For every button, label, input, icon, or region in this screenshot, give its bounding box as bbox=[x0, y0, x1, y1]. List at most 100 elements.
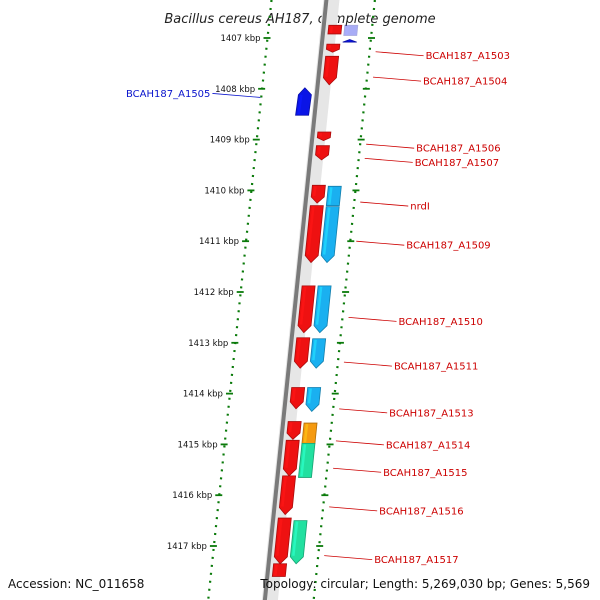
gene-highlight bbox=[319, 132, 323, 137]
gene-4 bbox=[323, 55, 340, 86]
gene-highlight bbox=[297, 94, 303, 115]
label-leader bbox=[343, 361, 392, 367]
gene-18 bbox=[286, 421, 302, 440]
label-leader bbox=[212, 93, 261, 98]
label-leader bbox=[356, 240, 405, 246]
gene-14 bbox=[293, 337, 311, 369]
gene-label: BCAH187_A1514 bbox=[386, 440, 470, 451]
accession-text: Accession: NC_011658 bbox=[8, 577, 145, 591]
gene-20 bbox=[282, 439, 300, 477]
gene-highlight bbox=[300, 444, 307, 477]
gene-9 bbox=[325, 185, 342, 207]
gene-highlight bbox=[274, 564, 278, 576]
gene-label: BCAH187_A1517 bbox=[374, 555, 458, 566]
gene-label: BCAH187_A1505 bbox=[126, 89, 210, 100]
gene-label: BCAH187_A1507 bbox=[415, 158, 499, 169]
tick-label: 1416 kbp bbox=[172, 491, 212, 501]
gene-15 bbox=[309, 338, 327, 369]
gene-label: BCAH187_A1509 bbox=[406, 241, 490, 252]
gene-highlight bbox=[312, 339, 317, 361]
gene-13 bbox=[313, 285, 332, 334]
label-leader bbox=[366, 143, 415, 149]
gene-highlight bbox=[276, 518, 283, 556]
tick-label: 1414 kbp bbox=[183, 390, 223, 400]
gene-body bbox=[289, 520, 308, 565]
gene-highlight bbox=[328, 187, 333, 205]
label-leader bbox=[324, 555, 373, 561]
gene-body bbox=[278, 475, 297, 516]
label-leader bbox=[333, 467, 382, 473]
gene-highlight bbox=[299, 286, 307, 325]
gene-body bbox=[343, 24, 359, 36]
label-leader bbox=[375, 51, 424, 57]
gene-highlight bbox=[292, 521, 299, 556]
gene-label: BCAH187_A1510 bbox=[399, 317, 483, 328]
gene-body bbox=[342, 39, 357, 43]
gene-highlight bbox=[317, 146, 321, 155]
gene-highlight bbox=[345, 26, 350, 35]
gene-highlight bbox=[291, 388, 296, 401]
gene-21 bbox=[298, 442, 316, 478]
gene-highlight bbox=[307, 388, 312, 404]
gene-highlight bbox=[285, 441, 291, 469]
backbone-line bbox=[262, 0, 329, 600]
gene-label: BCAH187_A1513 bbox=[389, 408, 473, 419]
gene-body bbox=[293, 337, 311, 369]
gene-highlight bbox=[303, 423, 309, 443]
gene-7 bbox=[315, 145, 330, 161]
gene-22 bbox=[278, 475, 297, 516]
gene-highlight bbox=[296, 338, 302, 361]
label-leader bbox=[348, 317, 397, 322]
tick-label: 1412 kbp bbox=[194, 288, 234, 298]
gene-2 bbox=[342, 39, 357, 43]
tick-label: 1410 kbp bbox=[204, 186, 244, 196]
gene-highlight bbox=[325, 57, 330, 77]
tick-label: 1415 kbp bbox=[178, 440, 218, 450]
gene-24 bbox=[289, 520, 308, 565]
gene-body bbox=[282, 439, 300, 477]
gene-19 bbox=[301, 422, 318, 444]
label-leader bbox=[329, 506, 378, 512]
tick-label: 1413 kbp bbox=[188, 339, 228, 349]
map-title: Bacillus cereus AH187, complete genome bbox=[164, 12, 435, 27]
gene-12 bbox=[297, 285, 316, 334]
gene-label: BCAH187_A1516 bbox=[379, 506, 463, 517]
gene-17 bbox=[305, 387, 322, 412]
gene-label: BCAH187_A1515 bbox=[383, 468, 467, 479]
gene-6 bbox=[316, 131, 332, 142]
gene-highlight bbox=[322, 207, 331, 255]
gene-23 bbox=[273, 517, 292, 565]
gene-label: BCAH187_A1511 bbox=[394, 362, 478, 373]
gene-label: BCAH187_A1503 bbox=[426, 51, 510, 62]
gene-body bbox=[309, 338, 327, 369]
tick-label: 1411 kbp bbox=[199, 237, 239, 247]
gene-label: nrdI bbox=[410, 202, 430, 213]
gene-labels: BCAH187_A1503 BCAH187_A1504 BCAH187_A1505 B… bbox=[126, 51, 510, 566]
gene-16 bbox=[289, 387, 306, 410]
gene-10 bbox=[304, 205, 324, 264]
gene-highlight bbox=[306, 206, 315, 255]
gene-11 bbox=[320, 206, 340, 264]
gene-0 bbox=[327, 24, 343, 35]
gene-8 bbox=[310, 184, 326, 204]
label-leader bbox=[335, 440, 384, 446]
gene-highlight bbox=[315, 286, 323, 325]
label-leader bbox=[339, 408, 388, 414]
gene-track bbox=[271, 24, 359, 577]
ruler: 1407 kbp 1408 kbp 1409 kbp 1410 kbp 1411 kbp… bbox=[167, 0, 376, 600]
gene-label: BCAH187_A1506 bbox=[416, 144, 500, 155]
gene-highlight bbox=[281, 476, 287, 507]
gene-highlight bbox=[329, 26, 334, 34]
genome-summary-text: Topology: circular; Length: 5,269,030 bp… bbox=[260, 577, 590, 591]
gene-highlight bbox=[328, 44, 332, 49]
label-leader bbox=[372, 76, 422, 82]
tick-label: 1408 kbp bbox=[215, 85, 255, 95]
gene-1 bbox=[343, 24, 359, 36]
label-leader bbox=[360, 201, 409, 207]
gene-25 bbox=[271, 563, 288, 577]
tick-label: 1417 kbp bbox=[167, 542, 207, 552]
gene-highlight bbox=[312, 186, 317, 197]
gene-highlight bbox=[288, 422, 293, 433]
gene-label: BCAH187_A1504 bbox=[423, 77, 507, 88]
